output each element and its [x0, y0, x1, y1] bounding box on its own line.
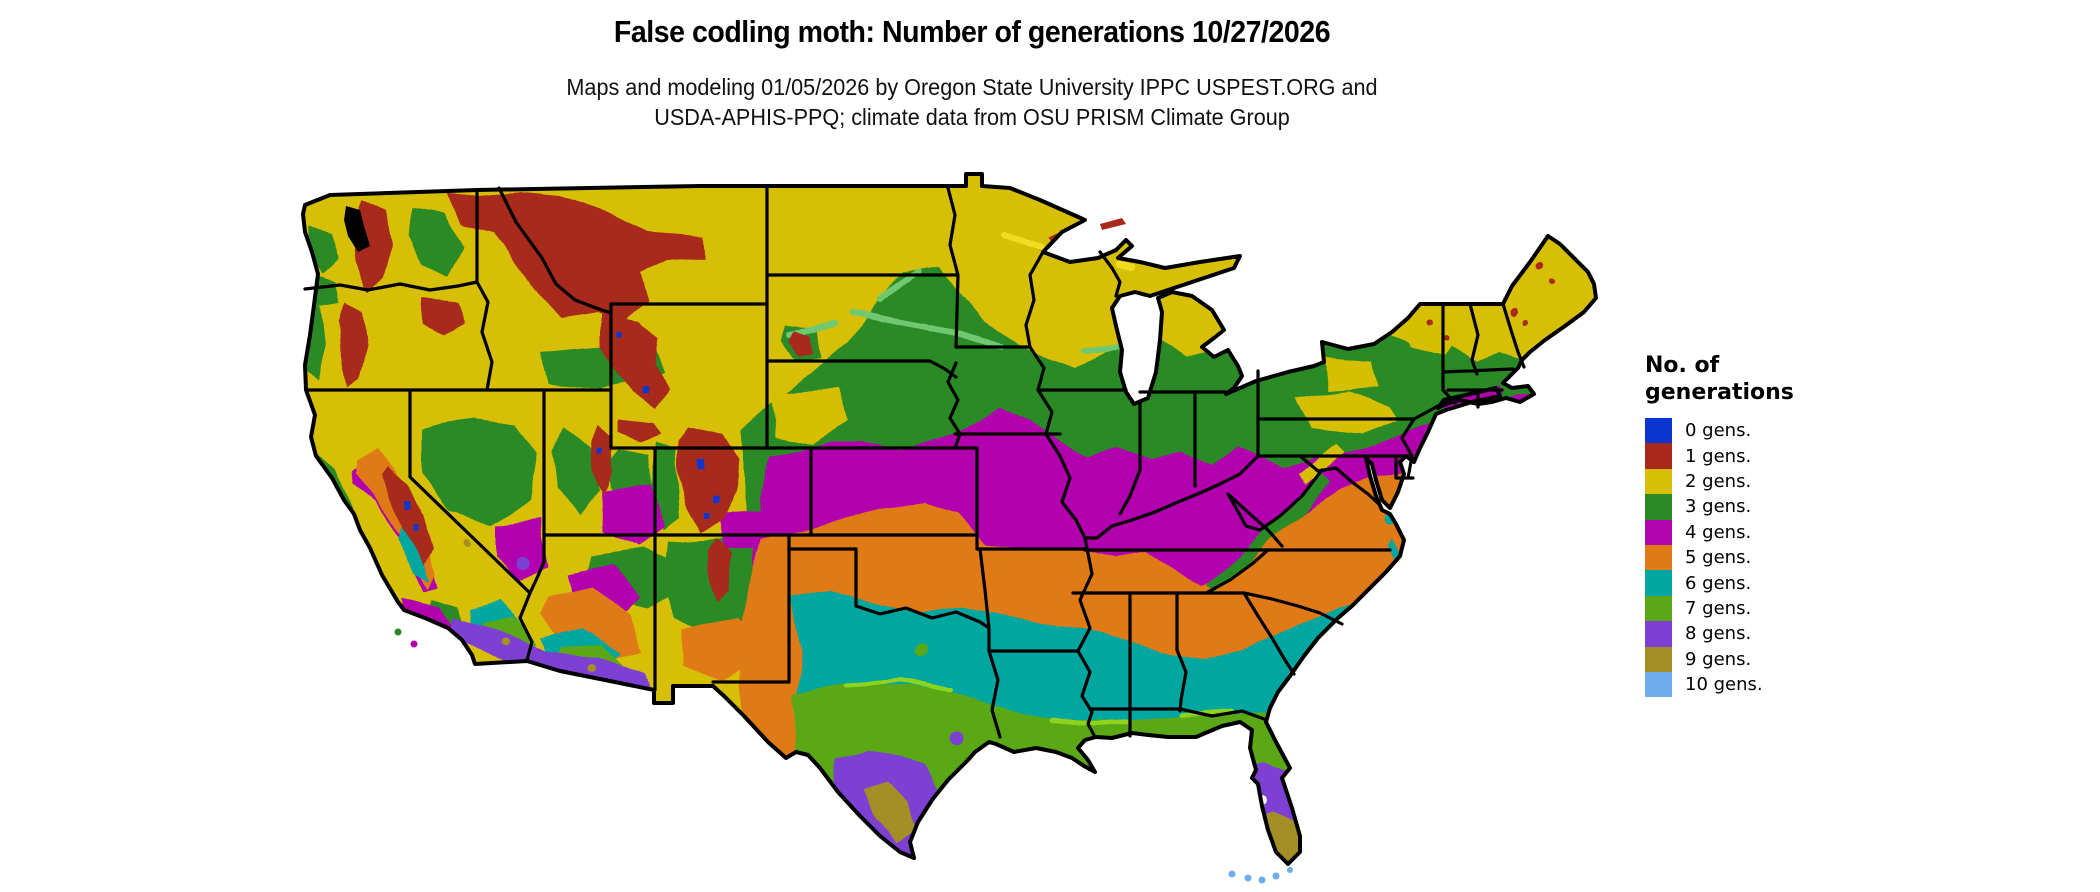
channel-island-1	[394, 628, 402, 636]
puget-sound-water	[344, 206, 370, 252]
legend-title-line2: generations	[1645, 380, 1794, 405]
isle-royale	[1100, 218, 1126, 230]
legend-swatch-10-gens	[1645, 671, 1672, 698]
legend-swatch-9-gens	[1645, 646, 1672, 672]
map-clipped-area	[303, 174, 1596, 864]
legend-label-0-gens: 0 gens.	[1685, 420, 1752, 442]
bright-yellow-dither	[1001, 230, 1136, 270]
zone-2-gens-patches	[772, 312, 1462, 484]
offshore-features	[394, 218, 1293, 884]
map-subtitle-line2: USDA-APHIS-PPQ; climate data from OSU PR…	[654, 104, 1290, 130]
legend-item-9-gens: 9 gens.	[1645, 646, 1945, 672]
state-borders	[303, 186, 1526, 739]
map-header: False codling moth: Number of generation…	[0, 14, 1944, 132]
map-subtitle-line1: Maps and modeling 01/05/2026 by Oregon S…	[566, 74, 1378, 100]
legend-items: 0 gens. 1 gens. 2 gens. 3 gens. 4 gens. …	[1645, 418, 1945, 698]
legend-item-1-gens: 1 gens.	[1645, 443, 1945, 469]
map-subtitle: Maps and modeling 01/05/2026 by Oregon S…	[58, 72, 1885, 132]
legend-item-3-gens: 3 gens.	[1645, 494, 1945, 520]
legend-swatch-3-gens	[1645, 494, 1672, 520]
legend-item-6-gens: 6 gens.	[1645, 570, 1945, 596]
legend-item-8-gens: 8 gens.	[1645, 621, 1945, 647]
legend-item-5-gens: 5 gens.	[1645, 544, 1945, 571]
legend-label-8-gens: 8 gens.	[1685, 623, 1752, 645]
legend-title: No. of generations	[1645, 352, 1945, 406]
zone-0-gens	[404, 330, 718, 531]
legend-swatch-5-gens	[1645, 544, 1672, 571]
legend-swatch-0-gens	[1645, 418, 1672, 444]
map-title: False codling moth: Number of generation…	[613, 14, 1331, 49]
legend-item-4-gens: 4 gens.	[1645, 519, 1945, 545]
zone-1-gens	[338, 192, 1557, 600]
legend-label-4-gens: 4 gens.	[1685, 521, 1752, 543]
legend-title-line1: No. of	[1645, 353, 1720, 378]
legend-label-3-gens: 3 gens.	[1685, 496, 1752, 518]
legend-label-2-gens: 2 gens.	[1685, 470, 1752, 492]
legend-swatch-2-gens	[1645, 468, 1672, 495]
legend-item-10-gens: 10 gens.	[1645, 671, 1945, 698]
legend-item-2-gens: 2 gens.	[1645, 468, 1945, 495]
legend-swatch-6-gens	[1645, 570, 1672, 596]
channel-island-2	[410, 640, 418, 648]
legend-label-6-gens: 6 gens.	[1685, 572, 1752, 594]
legend-label-5-gens: 5 gens.	[1685, 547, 1752, 569]
legend-label-9-gens: 9 gens.	[1685, 648, 1752, 670]
legend: No. of generations 0 gens. 1 gens. 2 gen…	[1645, 352, 1945, 698]
florida-keys	[1228, 867, 1293, 884]
legend-swatch-7-gens	[1645, 595, 1672, 622]
legend-label-1-gens: 1 gens.	[1685, 445, 1752, 467]
legend-swatch-1-gens	[1645, 443, 1672, 469]
legend-label-10-gens: 10 gens.	[1685, 674, 1763, 696]
legend-swatch-8-gens	[1645, 621, 1672, 647]
legend-label-7-gens: 7 gens.	[1685, 597, 1752, 619]
legend-swatch-4-gens	[1645, 519, 1672, 545]
legend-item-7-gens: 7 gens.	[1645, 595, 1945, 622]
legend-item-0-gens: 0 gens.	[1645, 418, 1945, 444]
